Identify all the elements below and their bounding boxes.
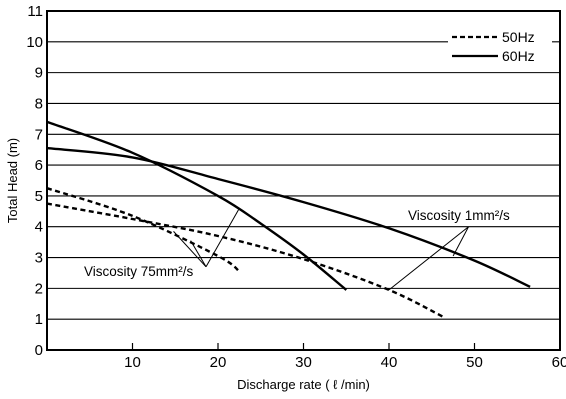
- legend-background: [448, 27, 552, 65]
- legend-label-50hz: 50Hz: [502, 29, 535, 45]
- y-tick-label: 1: [35, 311, 43, 328]
- y-tick-label: 6: [35, 157, 43, 174]
- y-tick-label: 0: [35, 342, 43, 359]
- series-line-60hz-viscosity-75: [46, 120, 348, 291]
- y-tick-label: 8: [35, 95, 43, 112]
- annotation-background: [82, 263, 196, 280]
- y-tick-label: 5: [35, 188, 43, 205]
- annotation-pointer: [452, 226, 469, 257]
- y-tick-label: 4: [35, 219, 43, 236]
- annotation-viscosity-1: Viscosity 1mm²/s: [408, 208, 510, 223]
- annotation-pointer: [388, 226, 469, 291]
- annotation-pointer: [205, 209, 239, 268]
- plot-frame: [46, 10, 561, 351]
- x-axis-ticks: 10 20 30 40 50 60: [124, 343, 566, 371]
- annotation-pointers: [173, 209, 469, 291]
- x-tick-label: 50: [466, 354, 483, 371]
- series-line-50hz-viscosity-75: [46, 187, 241, 273]
- y-tick-label: 11: [27, 3, 43, 20]
- series-lines: [46, 120, 531, 319]
- y-axis-label: Total Head (m): [5, 138, 20, 223]
- y-tick-label: 7: [35, 126, 43, 143]
- annotation-pointer: [173, 231, 207, 268]
- annotation-pointer: [190, 240, 207, 268]
- y-tick-label: 2: [35, 280, 43, 297]
- x-tick-label: 60: [552, 354, 566, 371]
- legend: 50Hz 60Hz: [448, 27, 552, 65]
- x-tick-label: 10: [124, 354, 141, 371]
- x-tick-label: 40: [381, 354, 398, 371]
- y-tick-label: 10: [26, 34, 43, 51]
- annotation-background: [406, 207, 513, 224]
- y-tick-label: 3: [35, 250, 43, 267]
- series-line-60hz-viscosity-1: [46, 146, 531, 288]
- legend-label-60hz: 60Hz: [502, 48, 535, 64]
- y-tick-label: 9: [35, 65, 43, 82]
- x-axis-label: Discharge rate ( ℓ /min): [237, 377, 370, 392]
- x-tick-label: 20: [210, 354, 227, 371]
- y-axis-ticks: 0 1 2 3 4 5 6 7 8 9 10 11: [26, 3, 43, 359]
- x-tick-label: 30: [295, 354, 312, 371]
- series-line-50hz-viscosity-1: [46, 202, 446, 319]
- annotation-viscosity-75: Viscosity 75mm²/s: [84, 264, 194, 279]
